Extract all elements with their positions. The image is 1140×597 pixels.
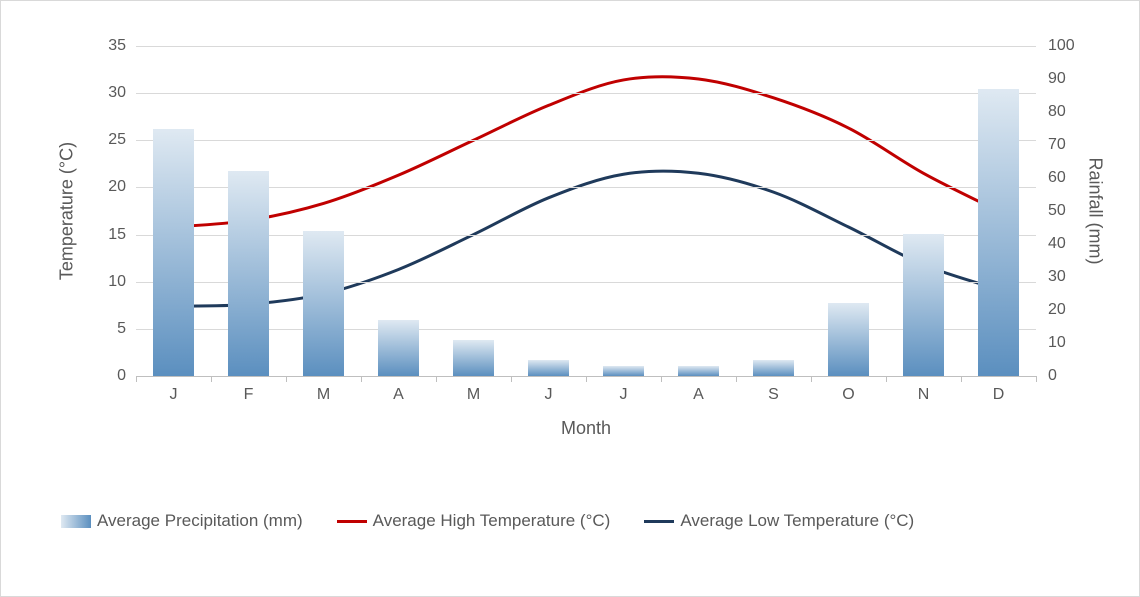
legend-item-low-temp: Average Low Temperature (°C) xyxy=(644,511,914,531)
gridline xyxy=(136,187,1036,188)
legend-item-high-temp: Average High Temperature (°C) xyxy=(337,511,611,531)
legend: Average Precipitation (mm) Average High T… xyxy=(61,511,914,531)
gridline xyxy=(136,282,1036,283)
precipitation-bar xyxy=(978,89,1019,376)
x-tick-mark xyxy=(136,376,137,382)
gridline xyxy=(136,93,1036,94)
x-category-label: A xyxy=(693,386,704,404)
left-axis-tick: 15 xyxy=(108,226,126,244)
legend-line-swatch xyxy=(337,520,367,523)
right-axis-tick: 70 xyxy=(1048,136,1066,154)
low-temperature-line xyxy=(174,171,999,306)
right-axis-tick: 90 xyxy=(1048,70,1066,88)
precipitation-bar xyxy=(678,366,719,376)
x-category-label: O xyxy=(842,386,854,404)
left-axis-tick: 25 xyxy=(108,131,126,149)
legend-bar-swatch xyxy=(61,515,91,528)
x-tick-mark xyxy=(211,376,212,382)
x-tick-mark xyxy=(586,376,587,382)
x-tick-mark xyxy=(661,376,662,382)
line-series-layer xyxy=(136,46,1036,376)
x-category-label: F xyxy=(244,386,254,404)
right-axis-tick: 20 xyxy=(1048,301,1066,319)
precipitation-bar xyxy=(753,360,794,377)
legend-label: Average Low Temperature (°C) xyxy=(680,511,914,531)
x-tick-mark xyxy=(436,376,437,382)
legend-label: Average High Temperature (°C) xyxy=(373,511,611,531)
legend-line-swatch xyxy=(644,520,674,523)
right-axis-tick: 50 xyxy=(1048,202,1066,220)
precipitation-bar xyxy=(603,366,644,376)
left-axis-tick: 20 xyxy=(108,178,126,196)
right-axis-tick: 30 xyxy=(1048,268,1066,286)
x-tick-mark xyxy=(961,376,962,382)
right-axis-tick: 10 xyxy=(1048,334,1066,352)
left-axis-tick: 10 xyxy=(108,273,126,291)
x-tick-mark xyxy=(1036,376,1037,382)
x-category-label: J xyxy=(620,386,628,404)
chart-frame: Average Precipitation (mm) Average High T… xyxy=(0,0,1140,597)
gridline xyxy=(136,46,1036,47)
left-axis-tick: 0 xyxy=(117,367,126,385)
x-tick-mark xyxy=(811,376,812,382)
x-category-label: S xyxy=(768,386,779,404)
precipitation-bar xyxy=(303,231,344,376)
right-axis-tick: 40 xyxy=(1048,235,1066,253)
gridline xyxy=(136,329,1036,330)
precipitation-bar xyxy=(378,320,419,376)
x-category-label: A xyxy=(393,386,404,404)
x-category-label: D xyxy=(993,386,1005,404)
precipitation-bar xyxy=(528,360,569,377)
precipitation-bar xyxy=(453,340,494,376)
precipitation-bar xyxy=(903,234,944,376)
x-category-label: N xyxy=(918,386,930,404)
x-tick-mark xyxy=(511,376,512,382)
legend-item-precipitation: Average Precipitation (mm) xyxy=(61,511,303,531)
gridline xyxy=(136,140,1036,141)
left-axis-tick: 5 xyxy=(117,320,126,338)
legend-label: Average Precipitation (mm) xyxy=(97,511,303,531)
precipitation-bar xyxy=(228,171,269,376)
precipitation-bar xyxy=(828,303,869,376)
right-axis-tick: 60 xyxy=(1048,169,1066,187)
left-axis-title: Temperature (°C) xyxy=(57,142,78,280)
x-tick-mark xyxy=(361,376,362,382)
left-axis-tick: 30 xyxy=(108,84,126,102)
precipitation-bar xyxy=(153,129,194,377)
x-category-label: M xyxy=(467,386,480,404)
right-axis-title: Rainfall (mm) xyxy=(1085,157,1106,264)
x-tick-mark xyxy=(286,376,287,382)
plot-area xyxy=(136,46,1036,376)
left-axis-tick: 35 xyxy=(108,37,126,55)
x-category-label: J xyxy=(545,386,553,404)
x-tick-mark xyxy=(886,376,887,382)
high-temperature-line xyxy=(174,77,999,227)
x-category-label: M xyxy=(317,386,330,404)
right-axis-tick: 0 xyxy=(1048,367,1057,385)
x-tick-mark xyxy=(736,376,737,382)
x-axis-title: Month xyxy=(561,418,611,439)
gridline xyxy=(136,235,1036,236)
right-axis-tick: 100 xyxy=(1048,37,1075,55)
x-category-label: J xyxy=(170,386,178,404)
right-axis-tick: 80 xyxy=(1048,103,1066,121)
